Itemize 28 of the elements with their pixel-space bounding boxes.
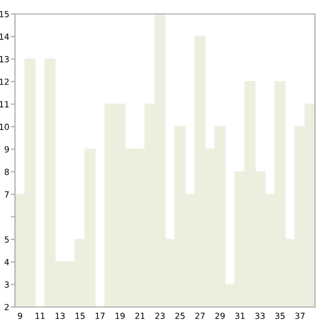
y-tick-label: 13	[0, 56, 9, 62]
x-tick-label: 33	[255, 312, 265, 320]
y-tick-label: 8	[4, 168, 9, 176]
x-tick-label: 9	[18, 312, 22, 320]
x-tick-label: 37	[295, 312, 305, 320]
y-tick-label: 7	[4, 191, 9, 198]
y-tick-label: 2	[4, 304, 9, 310]
x-tick-label: 25	[175, 312, 185, 320]
y-tick-label: 5	[4, 236, 9, 243]
x-tick-label: 29	[215, 312, 225, 320]
y-tick-label: 9	[4, 146, 9, 153]
y-tick-label: 3	[4, 281, 9, 288]
x-tick-label: 35	[275, 312, 285, 320]
x-tick-label: 11	[36, 312, 45, 319]
y-tick-label: 14	[0, 34, 9, 40]
x-tick-label: 13	[56, 312, 65, 320]
x-tick-label: 23	[155, 312, 165, 320]
y-tick-label: 11	[0, 101, 9, 108]
x-tick-label: 21	[135, 312, 145, 319]
y-tick-label: 10	[0, 124, 9, 130]
x-tick-label: 27	[195, 312, 205, 319]
x-tick-label: 15	[76, 312, 85, 320]
y-tick-label: 12	[0, 78, 9, 85]
y-tick-label: 15	[0, 11, 9, 18]
y-tick-label: 4	[4, 259, 9, 266]
x-tick-label: 17	[96, 312, 105, 319]
x-tick-label: 19	[116, 312, 125, 320]
x-tick-label: 31	[235, 312, 245, 320]
